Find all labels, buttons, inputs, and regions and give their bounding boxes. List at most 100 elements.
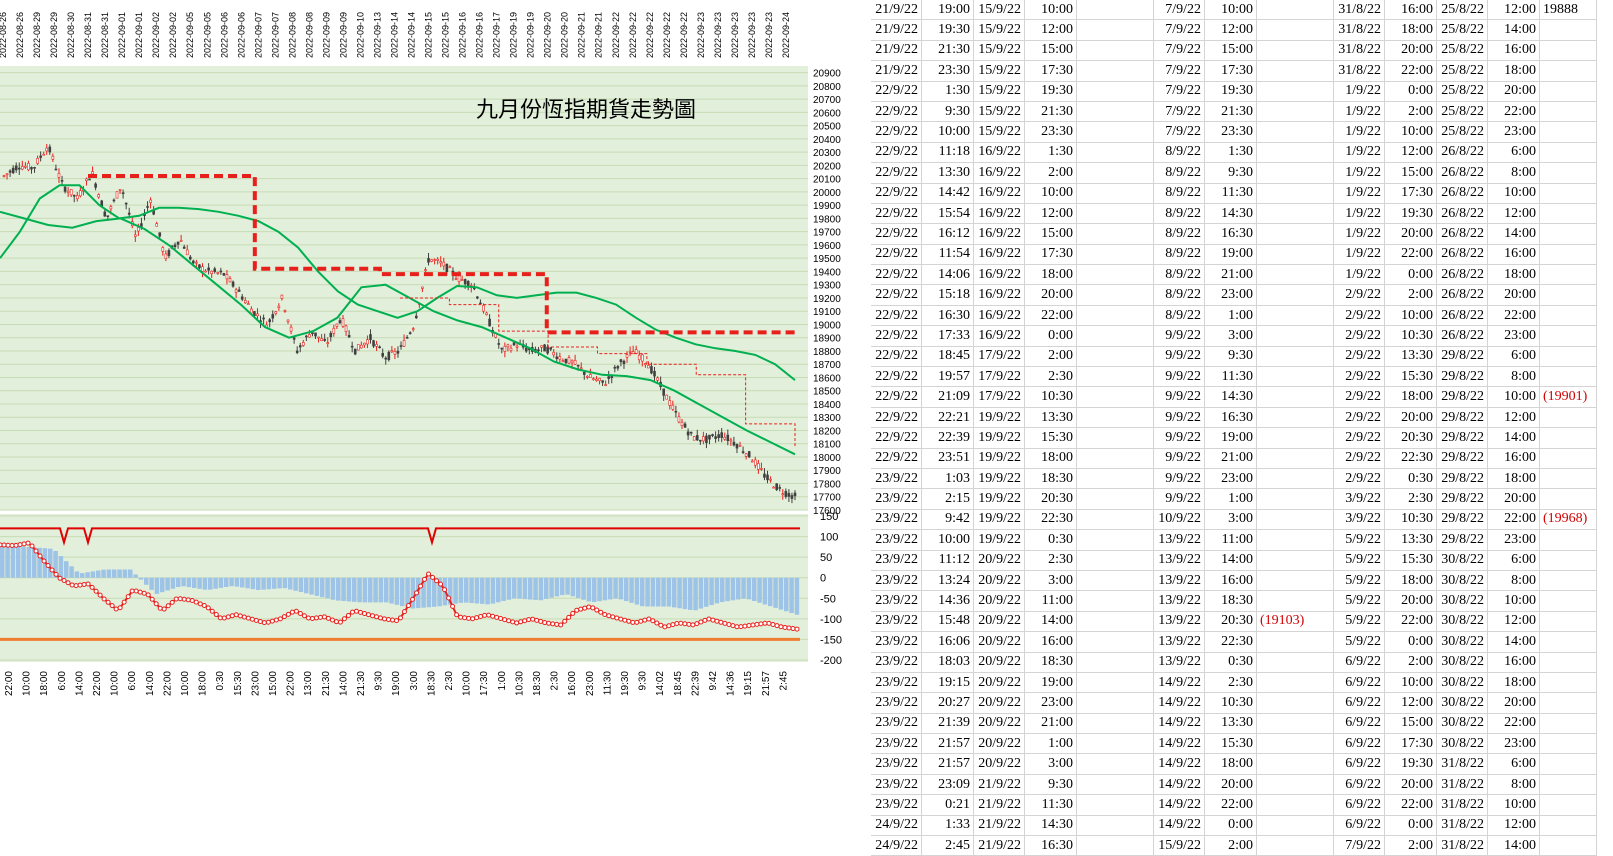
- osc-bar: [512, 577, 517, 599]
- candle-body: [457, 275, 461, 282]
- candle-body: [301, 342, 305, 346]
- osc-marker: [29, 543, 35, 549]
- time-cell: 17:33: [921, 325, 974, 347]
- candle-body: [72, 194, 76, 197]
- date-cell: 30/8/22: [1436, 672, 1488, 694]
- note-cell: [1256, 407, 1334, 429]
- table-row: 23/9/22 1:03 19/9/22 18:30 9/9/22 23:00 2/9/22…: [871, 468, 1597, 490]
- osc-bar: [528, 577, 533, 600]
- osc-marker: [478, 614, 484, 620]
- date-cell: 1/9/22: [1333, 121, 1385, 143]
- osc-marker: [65, 580, 71, 586]
- osc-marker: [285, 611, 291, 617]
- note-cell: [1256, 366, 1334, 388]
- osc-marker: [385, 616, 391, 622]
- candle-body: [576, 364, 580, 367]
- note-cell: [1539, 427, 1597, 449]
- time-cell: 23:00: [1204, 468, 1257, 490]
- note-cell: [1256, 733, 1334, 755]
- osc-marker: [530, 616, 536, 622]
- table-row: 23/9/22 16:06 20/9/22 16:00 13/9/22 22:30 5/9/…: [871, 631, 1597, 653]
- osc-marker: [317, 614, 323, 620]
- note-cell: [1256, 692, 1334, 714]
- osc-bar: [592, 577, 597, 603]
- candle-body: [75, 195, 79, 200]
- date-cell: 16/9/22: [973, 305, 1025, 327]
- table-row: 22/9/22 14:42 16/9/22 10:00 8/9/22 11:30 1/9/2…: [871, 183, 1597, 204]
- candle-body: [625, 354, 629, 358]
- candle-body: [735, 444, 739, 449]
- candle-body: [537, 349, 540, 352]
- time-cell: 10:00: [1487, 794, 1540, 816]
- osc-bar: [682, 577, 688, 610]
- osc-y-tick-label: -150: [820, 634, 842, 646]
- candle-body: [213, 268, 217, 272]
- date-cell: 22/9/22: [871, 162, 922, 184]
- note-cell: [1256, 60, 1334, 82]
- note-cell: [1539, 366, 1597, 388]
- candle-body: [411, 328, 415, 331]
- candle-body: [396, 350, 400, 354]
- date-cell: 30/8/22: [1436, 611, 1488, 633]
- candle-body: [677, 416, 681, 423]
- osc-bar: [602, 577, 608, 601]
- time-cell: 2:00: [1024, 162, 1077, 184]
- osc-bar: [384, 577, 389, 603]
- candle-body: [69, 189, 73, 196]
- candle-body: [500, 347, 504, 350]
- candle-body: [674, 410, 678, 413]
- osc-marker: [69, 582, 75, 588]
- osc-bar: [272, 577, 277, 589]
- osc-marker: [301, 613, 307, 619]
- time-cell: 12:00: [1024, 203, 1077, 225]
- x-time-label: 15:00: [268, 671, 279, 696]
- osc-marker: [101, 596, 107, 602]
- empty-cell: [1076, 346, 1154, 368]
- osc-bar: [16, 546, 21, 578]
- x-date-label: 2022-09-07: [270, 12, 280, 58]
- osc-marker: [622, 617, 628, 623]
- osc-bar: [576, 577, 581, 599]
- osc-marker: [205, 605, 211, 611]
- date-cell: 16/9/22: [973, 284, 1025, 306]
- osc-bar: [149, 577, 154, 590]
- table-row: 22/9/22 14:06 16/9/22 18:00 8/9/22 21:00 1/9/2…: [871, 264, 1597, 286]
- x-time-label: 0:30: [215, 671, 226, 691]
- note-cell: [1539, 692, 1597, 714]
- note-cell: 19888: [1539, 0, 1597, 21]
- date-cell: 22/9/22: [871, 121, 922, 143]
- osc-marker: [606, 613, 612, 619]
- x-time-label: 14:00: [338, 671, 349, 696]
- date-cell: 13/9/22: [1153, 550, 1205, 571]
- osc-marker: [618, 616, 624, 622]
- date-cell: 14/9/22: [1153, 672, 1205, 694]
- note-cell: [1539, 142, 1597, 164]
- date-cell: 22/9/22: [871, 223, 922, 245]
- table-row: 21/9/22 19:30 15/9/22 12:00 7/9/22 12:00 31/8/…: [871, 19, 1597, 41]
- candle-body: [546, 346, 549, 354]
- osc-marker: [762, 620, 768, 626]
- date-cell: 20/9/22: [973, 692, 1025, 714]
- time-cell: 10:30: [1384, 325, 1437, 347]
- osc-bar: [581, 577, 586, 600]
- candle-body: [650, 366, 653, 374]
- x-time-label: 18:45: [673, 671, 684, 696]
- date-cell: 17/9/22: [973, 346, 1025, 368]
- empty-cell: [1076, 325, 1154, 347]
- x-time-label: 9:30: [638, 671, 649, 691]
- osc-marker: [189, 597, 195, 603]
- candle-body: [366, 339, 369, 345]
- time-cell: 14:00: [1024, 611, 1077, 633]
- candle-body: [188, 256, 192, 260]
- time-cell: 9:30: [921, 101, 974, 123]
- x-date-label: 2022-09-15: [441, 12, 451, 58]
- candle-body: [5, 173, 9, 176]
- osc-bar: [373, 577, 378, 603]
- date-cell: 8/9/22: [1153, 223, 1205, 245]
- time-cell: 15:18: [921, 284, 974, 306]
- date-cell: 7/9/22: [1153, 121, 1205, 143]
- date-cell: 16/9/22: [973, 223, 1025, 245]
- candle-body: [384, 357, 388, 360]
- candle-body: [121, 192, 125, 195]
- candle-body: [717, 434, 720, 438]
